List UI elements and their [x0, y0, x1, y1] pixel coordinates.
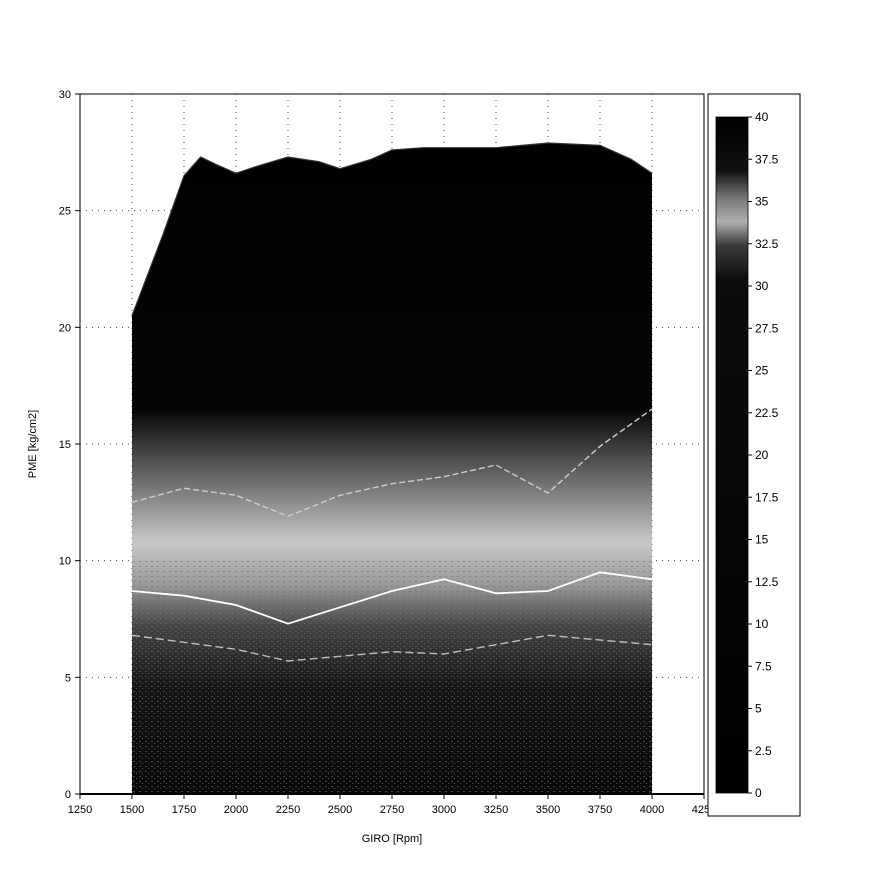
colorbar-tick-label: 2.5	[755, 744, 772, 758]
colorbar-tick-label: 5	[755, 702, 762, 716]
y-tick-label: 15	[59, 439, 71, 451]
colorbar-tick-label: 30	[755, 279, 769, 293]
x-tick-label: 3000	[432, 804, 456, 816]
x-tick-label: 2000	[224, 804, 248, 816]
colorbar-tick-label: 22.5	[755, 406, 779, 420]
x-tick-label: 3500	[536, 804, 560, 816]
y-tick-label: 20	[59, 322, 71, 334]
colorbar-tick-label: 37.5	[755, 152, 779, 166]
y-axis-ticks: 0 5 10 15 20 25 30	[59, 89, 80, 801]
x-tick-label: 1250	[68, 804, 92, 816]
colorbar-tick-label: 35	[755, 195, 769, 209]
colorbar-tick-label: 25	[755, 364, 769, 378]
colorbar-tick-label: 32.5	[755, 237, 779, 251]
x-tick-label: 4000	[640, 804, 664, 816]
colorbar-tick-label: 27.5	[755, 321, 779, 335]
x-tick-label: 3750	[588, 804, 612, 816]
colorbar-tick-label: 10	[755, 617, 769, 631]
x-axis-label: GIRO [Rpm]	[362, 833, 423, 845]
x-tick-label: 1750	[172, 804, 196, 816]
x-tick-label: 1500	[120, 804, 144, 816]
x-tick-label: 2250	[276, 804, 300, 816]
colorbar-tick-label: 12.5	[755, 575, 779, 589]
colorbar-tick-label: 15	[755, 533, 769, 547]
y-tick-label: 25	[59, 206, 71, 218]
field-upper-boundary	[131, 142, 653, 316]
x-tick-label: 2750	[380, 804, 404, 816]
colorbar-tick-label: 7.5	[755, 659, 772, 673]
y-tick-label: 0	[65, 789, 71, 801]
colorbar-tick-label: 20	[755, 448, 769, 462]
contour-lines	[131, 408, 653, 662]
colorbar-ticks: 40 37.5 35 32.5 30 27.5 25 22.5 20 17.5 15 12.5 10 7.…	[748, 110, 779, 800]
data-field	[132, 143, 652, 794]
contour-line	[131, 571, 653, 625]
x-axis-ticks: 1250 1500 1750 2000 2250 2500 2750 3000 3250 3500…	[68, 794, 716, 816]
y-tick-label: 5	[65, 672, 71, 684]
colorbar-tick-label: 17.5	[755, 490, 779, 504]
y-tick-label: 10	[59, 556, 71, 568]
colorbar-tick-label: 0	[755, 786, 762, 800]
colorbar	[715, 116, 749, 794]
y-axis-label: PME [kg/cm2]	[27, 410, 39, 478]
x-tick-label: 3250	[484, 804, 508, 816]
contour-line	[131, 634, 653, 662]
colorbar-tick-label: 40	[755, 110, 769, 124]
y-tick-label: 30	[59, 89, 71, 101]
x-tick-label: 2500	[328, 804, 352, 816]
contour-line	[131, 408, 653, 518]
